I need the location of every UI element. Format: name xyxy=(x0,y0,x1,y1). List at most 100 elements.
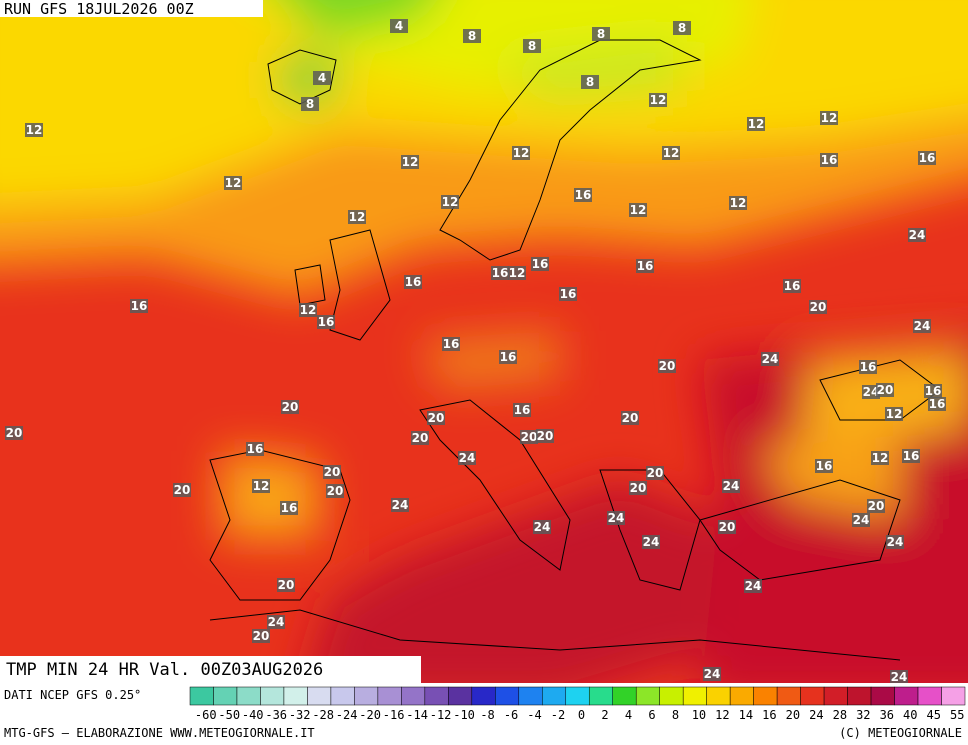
label-value: 16 xyxy=(821,153,838,167)
scale-swatch xyxy=(189,686,214,706)
label-value: 12 xyxy=(513,146,530,160)
label-value: 24 xyxy=(643,535,660,549)
label-value: 12 xyxy=(730,196,747,210)
label-value: 16 xyxy=(929,397,946,411)
label-value: 16 xyxy=(247,442,264,456)
map-label: 20 xyxy=(718,520,736,534)
label-box xyxy=(658,359,676,373)
label-box xyxy=(581,75,599,89)
label-box xyxy=(722,479,740,493)
label-box xyxy=(404,275,422,289)
label-box xyxy=(703,667,721,681)
label-value: 24 xyxy=(909,228,926,242)
label-box xyxy=(918,151,936,165)
scale-swatch xyxy=(354,686,379,706)
map-label: 8 xyxy=(301,97,319,111)
map-label: 24 xyxy=(703,667,721,681)
scale-label: -6 xyxy=(504,708,518,722)
scale-label: 14 xyxy=(739,708,753,722)
scale-swatch xyxy=(941,686,966,706)
label-box xyxy=(885,407,903,421)
map-label: 12 xyxy=(508,266,526,280)
label-box xyxy=(908,228,926,242)
label-box xyxy=(783,279,801,293)
scale-swatch xyxy=(518,686,543,706)
scale-swatch xyxy=(682,686,707,706)
map-label: 16 xyxy=(317,315,335,329)
label-value: 20 xyxy=(324,465,341,479)
scale-swatch xyxy=(894,686,919,706)
map-label: 12 xyxy=(299,303,317,317)
scale-swatch xyxy=(260,686,285,706)
label-box xyxy=(862,385,880,399)
map-label: 16 xyxy=(918,151,936,165)
label-value: 16 xyxy=(903,449,920,463)
label-box xyxy=(323,465,341,479)
label-box xyxy=(512,146,530,160)
map-label: 16 xyxy=(280,501,298,515)
map-label: 20 xyxy=(411,431,429,445)
scale-label: 8 xyxy=(672,708,679,722)
label-box xyxy=(744,579,762,593)
map-label: 20 xyxy=(621,411,639,425)
label-box xyxy=(25,123,43,137)
label-box xyxy=(252,479,270,493)
scale-swatch xyxy=(588,686,613,706)
map-label: 12 xyxy=(224,176,242,190)
scale-label: 45 xyxy=(927,708,941,722)
label-box xyxy=(902,449,920,463)
header-box xyxy=(0,0,263,17)
map-label: 20 xyxy=(281,400,299,414)
label-box xyxy=(5,426,23,440)
label-value: 20 xyxy=(253,629,270,643)
map-label: 16 xyxy=(559,287,577,301)
map-label: 12 xyxy=(25,123,43,137)
scale-swatch xyxy=(706,686,731,706)
map-label: 24 xyxy=(908,228,926,242)
label-box xyxy=(928,397,946,411)
label-value: 20 xyxy=(174,483,191,497)
label-box xyxy=(301,97,319,111)
map-label: 24 xyxy=(391,498,409,512)
scale-label: -20 xyxy=(359,708,381,722)
map-label: 20 xyxy=(809,300,827,314)
label-value: 8 xyxy=(528,39,536,53)
label-value: 8 xyxy=(468,29,476,43)
label-value: 16 xyxy=(532,257,549,271)
label-value: 12 xyxy=(253,479,270,493)
map-label: 16 xyxy=(499,350,517,364)
map-label: 24 xyxy=(852,513,870,527)
map-label: 24 xyxy=(890,670,908,683)
map-label: 24 xyxy=(607,511,625,525)
label-value: 20 xyxy=(630,481,647,495)
label-box xyxy=(820,111,838,125)
scale-swatch xyxy=(612,686,637,706)
scale-label: 20 xyxy=(786,708,800,722)
label-value: 12 xyxy=(225,176,242,190)
map-label: 20 xyxy=(876,383,894,397)
label-value: 16 xyxy=(637,259,654,273)
map-label: 16 xyxy=(924,384,942,398)
scale-swatch xyxy=(659,686,684,706)
label-value: 24 xyxy=(914,319,931,333)
label-box xyxy=(924,384,942,398)
label-box xyxy=(636,259,654,273)
map-label: 12 xyxy=(252,479,270,493)
map-label: 16 xyxy=(531,257,549,271)
scale-label: 40 xyxy=(903,708,917,722)
scale-label: -36 xyxy=(265,708,287,722)
label-value: 20 xyxy=(719,520,736,534)
scale-label: -40 xyxy=(242,708,264,722)
label-value: 24 xyxy=(534,520,551,534)
label-box xyxy=(536,429,554,443)
label-value: 8 xyxy=(597,27,605,41)
label-value: 20 xyxy=(647,466,664,480)
label-value: 20 xyxy=(327,484,344,498)
scale-swatch xyxy=(753,686,778,706)
label-box xyxy=(281,400,299,414)
label-value: 12 xyxy=(300,303,317,317)
label-box xyxy=(390,19,408,33)
label-value: 8 xyxy=(586,75,594,89)
